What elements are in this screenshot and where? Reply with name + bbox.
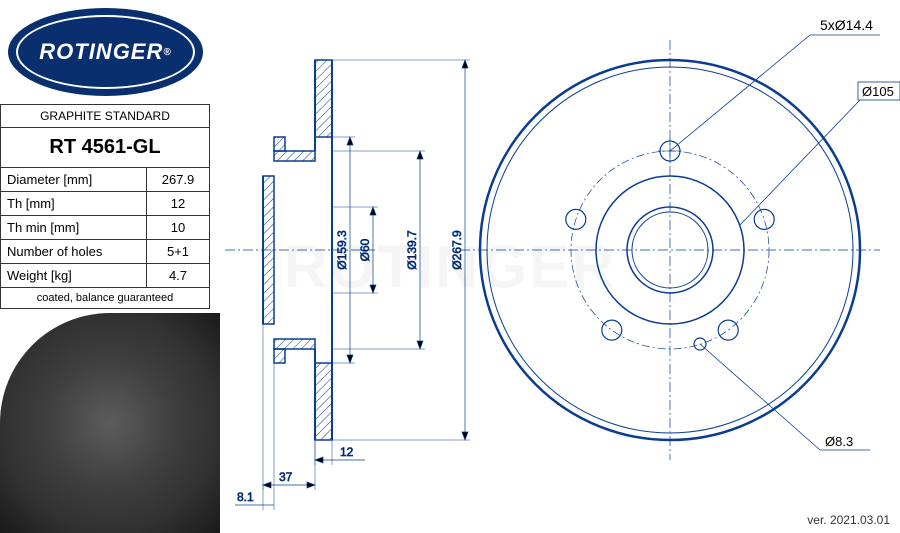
standard-label: GRAPHITE STANDARD [1,105,210,128]
product-photo [0,313,220,533]
technical-drawing: 5xØ14.4 Ø105 Ø8.3 [220,0,900,533]
table-row: Th min [mm]10 [1,216,210,240]
brand-logo: ROTINGER® [8,8,203,96]
svg-text:Ø60: Ø60 [358,238,372,261]
table-row: Weight [kg]4.7 [1,264,210,288]
svg-text:Ø139.7: Ø139.7 [405,230,419,270]
svg-text:Ø267.9: Ø267.9 [450,230,464,270]
index-callout: Ø8.3 [825,434,853,449]
table-row: Diameter [mm]267.9 [1,168,210,192]
part-number: RT 4561-GL [1,128,210,168]
svg-text:12: 12 [340,445,354,459]
table-row: Number of holes5+1 [1,240,210,264]
bolt-callout: 5xØ14.4 [820,17,873,33]
table-row: Th [mm]12 [1,192,210,216]
svg-text:37: 37 [279,470,293,484]
spec-table: GRAPHITE STANDARD RT 4561-GL Diameter [m… [0,104,210,309]
hub-callout: Ø105 [862,84,894,99]
svg-text:Ø159.3: Ø159.3 [335,230,349,270]
spec-footer: coated, balance guaranteed [1,288,210,309]
svg-text:8.1: 8.1 [237,490,254,504]
